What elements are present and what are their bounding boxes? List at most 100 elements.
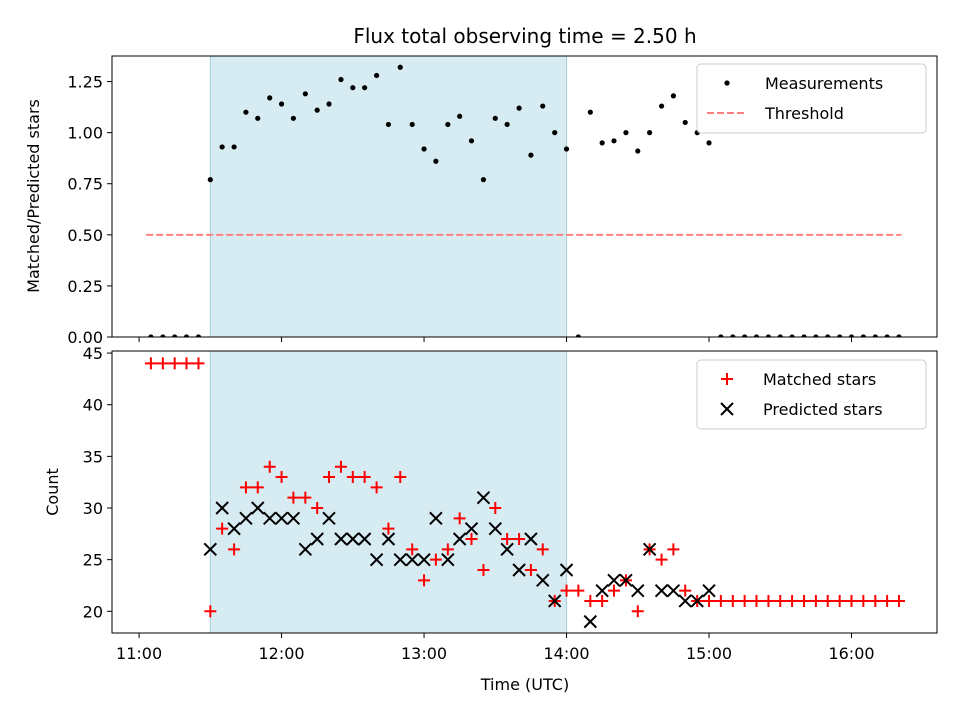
matched-star-point: [738, 594, 751, 607]
measurement-point: [290, 115, 296, 121]
predicted-star-point: [346, 532, 360, 546]
ratio-marks: [146, 64, 902, 337]
matched-star-point: [418, 574, 431, 587]
predicted-star-point: [512, 563, 526, 577]
measurement-point: [563, 146, 570, 152]
legend-matched-label: Matched stars: [763, 370, 876, 389]
measurement-point: [718, 334, 724, 337]
counts-series-predicted-stars: [203, 490, 716, 629]
matched-star-point: [845, 594, 858, 607]
predicted-star-point: [429, 511, 443, 526]
bottom-legend: Matched stars Predicted stars: [696, 359, 927, 430]
measurement-point: [326, 101, 332, 107]
measurement-point: [540, 103, 546, 109]
measurement-point: [183, 334, 190, 337]
matched-star-point: [857, 594, 870, 607]
matched-star-point: [798, 594, 811, 607]
measurement-point: [813, 334, 819, 337]
measurement-point: [148, 334, 154, 337]
predicted-star-point: [595, 583, 609, 598]
matched-star-point: [323, 471, 336, 484]
matched-star-point: [346, 471, 359, 484]
predicted-star-point: [476, 490, 491, 505]
predicted-star-point: [239, 511, 253, 526]
predicted-star-point: [298, 542, 313, 557]
measurement-point: [860, 334, 866, 337]
legend-matched-marker: [721, 373, 733, 385]
counts-y-tick-label: 45: [83, 344, 103, 363]
predicted-star-point: [666, 583, 681, 598]
measurement-point: [243, 109, 249, 115]
predicted-star-point: [631, 583, 645, 598]
legend-measurements-label: Measurements: [765, 74, 883, 93]
measurement-point: [575, 334, 581, 337]
measurement-point: [670, 93, 676, 99]
measurement-point: [397, 64, 403, 70]
matched-star-point: [703, 594, 716, 607]
legend-measurements-marker: [724, 80, 730, 86]
ratio-y-tick-label: 1.25: [67, 73, 103, 92]
predicted-star-point: [619, 573, 633, 588]
matched-star-point: [607, 584, 620, 597]
measurement-point: [528, 152, 534, 158]
matched-star-point: [762, 594, 775, 607]
predicted-star-point: [274, 511, 289, 526]
predicted-star-point: [536, 573, 550, 588]
ratio-frame: [111, 55, 938, 338]
measurement-point: [765, 334, 772, 337]
matched-star-point: [881, 594, 894, 607]
predicted-star-point: [583, 614, 598, 629]
counts-y-tick-label: 30: [83, 499, 103, 518]
x-tick-label: 14:00: [543, 644, 589, 663]
bottom-legend-box: [696, 359, 927, 430]
measurement-point: [385, 121, 392, 128]
matched-star-point: [192, 357, 205, 370]
measurement-point: [219, 144, 225, 150]
measurement-point: [409, 121, 415, 128]
matched-star-point: [204, 605, 217, 618]
predicted-star-point: [334, 532, 348, 546]
matched-star-point: [560, 584, 573, 597]
top-legend-box: [696, 63, 927, 134]
x-axis-label: Time (UTC): [480, 675, 569, 694]
matched-star-point: [584, 594, 597, 607]
measurement-point: [896, 334, 902, 337]
measurement-point: [314, 107, 320, 113]
measurement-point: [231, 144, 237, 150]
top-legend: Measurements Threshold: [696, 63, 927, 134]
predicted-star-point: [702, 583, 716, 598]
matched-star-point: [311, 502, 324, 515]
matched-star-point: [156, 357, 169, 370]
predicted-star-point: [547, 594, 562, 608]
predicted-star-point: [464, 521, 479, 536]
measurement-point: [338, 76, 344, 83]
counts-y-tick-label: 25: [83, 551, 103, 570]
predicted-star-point: [690, 594, 704, 608]
predicted-star-point: [310, 532, 324, 546]
ratio-y-tick-label: 0.25: [67, 277, 103, 296]
legend-predicted-marker: [720, 402, 734, 416]
measurement-point: [421, 146, 427, 152]
ratio-y-tick-label: 1.00: [67, 124, 103, 143]
predicted-star-point: [642, 542, 657, 557]
measurement-point: [480, 177, 487, 183]
matched-star-point: [287, 491, 300, 504]
legend-predicted-label: Predicted stars: [763, 400, 883, 419]
ratio-panel: 0.00 0.25 0.50 0.75 1.00 1.25: [67, 55, 938, 347]
measurement-point: [789, 334, 795, 337]
matched-star-point: [667, 543, 680, 556]
measurement-point: [195, 334, 202, 337]
measurement-point: [516, 105, 522, 111]
predicted-star-point: [369, 552, 384, 567]
measurement-point: [373, 72, 380, 79]
predicted-star-point: [417, 552, 431, 567]
measurement-point: [611, 138, 617, 144]
ratio-y-tick-label: 0.00: [67, 328, 103, 347]
measurement-point: [801, 334, 807, 337]
matched-star-point: [441, 543, 454, 556]
measurement-point: [278, 101, 285, 107]
counts-y-tick-label: 35: [83, 447, 103, 466]
predicted-star-point: [441, 552, 455, 567]
matched-star-point: [168, 357, 181, 370]
measurement-point: [587, 109, 593, 115]
